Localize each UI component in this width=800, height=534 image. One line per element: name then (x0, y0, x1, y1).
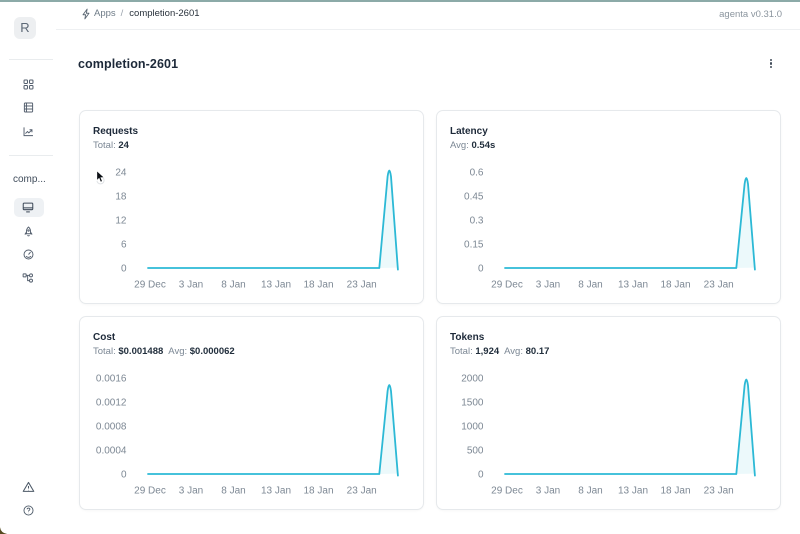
svg-text:0.0016: 0.0016 (96, 374, 127, 385)
svg-text:13 Jan: 13 Jan (261, 486, 291, 497)
svg-text:3 Jan: 3 Jan (536, 280, 560, 291)
svg-text:0: 0 (121, 470, 127, 481)
svg-text:18: 18 (115, 192, 127, 203)
svg-text:0.45: 0.45 (464, 192, 484, 203)
svg-text:1000: 1000 (461, 422, 484, 433)
svg-text:0.15: 0.15 (464, 240, 484, 251)
svg-text:500: 500 (467, 446, 484, 457)
svg-text:3 Jan: 3 Jan (179, 486, 203, 497)
svg-text:0: 0 (121, 264, 127, 275)
svg-text:8 Jan: 8 Jan (221, 280, 245, 291)
svg-text:18 Jan: 18 Jan (660, 486, 690, 497)
svg-text:0: 0 (478, 470, 484, 481)
svg-text:13 Jan: 13 Jan (618, 280, 648, 291)
svg-text:23 Jan: 23 Jan (347, 280, 377, 291)
svg-text:8 Jan: 8 Jan (578, 280, 602, 291)
svg-text:0: 0 (478, 264, 484, 275)
svg-text:8 Jan: 8 Jan (221, 486, 245, 497)
svg-text:23 Jan: 23 Jan (704, 280, 734, 291)
svg-text:12: 12 (115, 216, 127, 227)
svg-text:0.0008: 0.0008 (96, 422, 127, 433)
svg-text:0.6: 0.6 (470, 168, 484, 179)
svg-text:29 Dec: 29 Dec (491, 486, 523, 497)
svg-text:23 Jan: 23 Jan (347, 486, 377, 497)
svg-text:29 Dec: 29 Dec (134, 486, 166, 497)
svg-text:3 Jan: 3 Jan (179, 280, 203, 291)
svg-text:0.3: 0.3 (470, 216, 484, 227)
svg-text:6: 6 (121, 240, 127, 251)
svg-text:3 Jan: 3 Jan (536, 486, 560, 497)
svg-text:2000: 2000 (461, 374, 484, 385)
svg-text:24: 24 (115, 168, 127, 179)
svg-text:0.0004: 0.0004 (96, 446, 127, 457)
svg-text:18 Jan: 18 Jan (303, 486, 333, 497)
svg-text:18 Jan: 18 Jan (660, 280, 690, 291)
svg-text:1500: 1500 (461, 398, 484, 409)
svg-text:23 Jan: 23 Jan (704, 486, 734, 497)
svg-text:29 Dec: 29 Dec (134, 280, 166, 291)
svg-text:0.0012: 0.0012 (96, 398, 127, 409)
svg-text:13 Jan: 13 Jan (261, 280, 291, 291)
svg-text:13 Jan: 13 Jan (618, 486, 648, 497)
svg-text:29 Dec: 29 Dec (491, 280, 523, 291)
svg-text:18 Jan: 18 Jan (303, 280, 333, 291)
svg-text:8 Jan: 8 Jan (578, 486, 602, 497)
